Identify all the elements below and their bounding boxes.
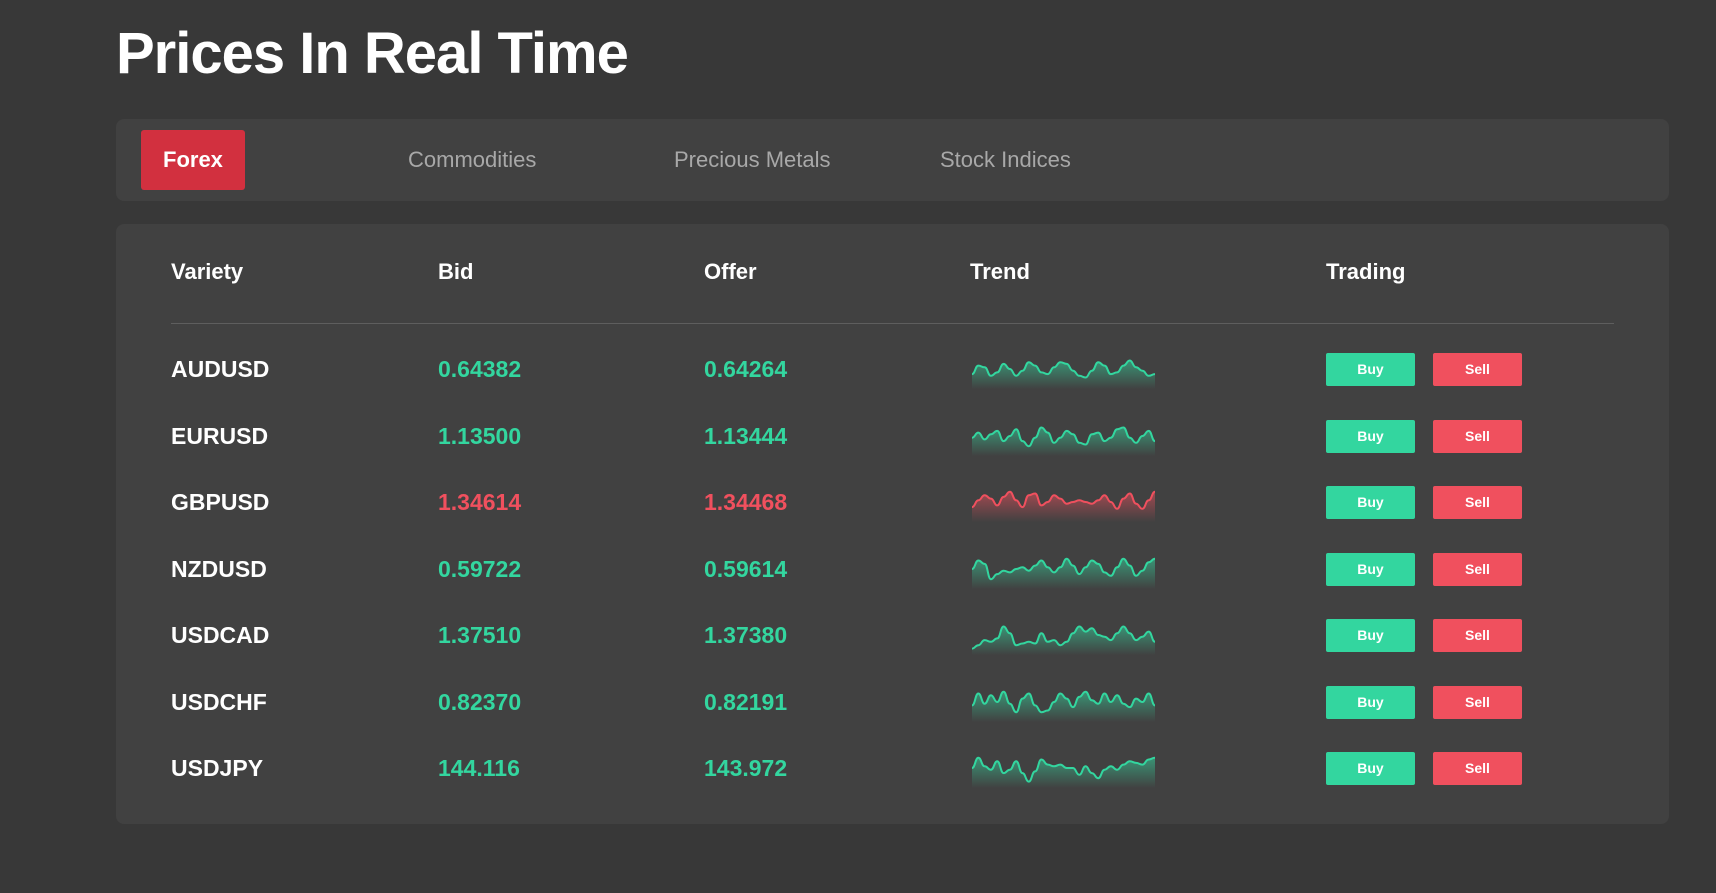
variety-cell: USDCAD [171, 622, 270, 648]
trend-line [971, 490, 1156, 510]
sell-button[interactable]: Sell [1433, 419, 1522, 453]
header-offer: Offer [704, 259, 757, 284]
sell-button[interactable]: Sell [1433, 486, 1522, 519]
table-row: GBPUSD 1.34614 1.34468 Buy Sell [116, 472, 1669, 532]
table-row: USDCHF 0.82370 0.82191 Buy Sell [116, 672, 1669, 732]
offer-cell: 1.34468 [704, 489, 788, 515]
table-row: USDJPY 144.116 143.972 Buy Sell [116, 738, 1669, 798]
trend-area [972, 427, 1155, 456]
bid-cell: 1.34614 [438, 489, 522, 515]
offer-cell: 0.82191 [704, 688, 788, 715]
page-title: Prices In Real Time [116, 21, 629, 86]
tab-stock-indices[interactable]: Stock Indices [940, 147, 1071, 172]
buy-button[interactable]: Buy [1326, 752, 1415, 785]
trend-sparkline [971, 690, 1156, 722]
offer-cell: 1.37380 [704, 622, 788, 648]
tab-precious-metals[interactable]: Precious Metals [674, 147, 831, 172]
trend-sparkline [971, 625, 1156, 655]
table-row: USDCAD 1.37510 1.37380 Buy Sell [116, 605, 1669, 665]
trend-line [971, 625, 1156, 650]
trend-area [972, 626, 1155, 655]
bid-cell: 0.59722 [438, 555, 522, 582]
variety-cell: EURUSD [171, 422, 269, 449]
buy-button[interactable]: Buy [1326, 685, 1415, 719]
trend-area [972, 360, 1155, 389]
variety-cell: NZDUSD [171, 555, 267, 582]
trend-sparkline [971, 557, 1156, 589]
variety-cell: USDJPY [171, 755, 264, 781]
buy-button[interactable]: Buy [1326, 619, 1415, 652]
trend-area [972, 558, 1155, 589]
trend-sparkline [971, 756, 1156, 788]
trend-line [971, 756, 1156, 783]
sell-button[interactable]: Sell [1433, 619, 1522, 652]
buy-button[interactable]: Buy [1326, 353, 1415, 386]
bid-cell: 1.37510 [438, 622, 522, 648]
category-tabs: Forex Commodities Precious Metals Stock … [116, 119, 1669, 201]
header-variety: Variety [171, 259, 244, 284]
buy-button[interactable]: Buy [1326, 486, 1415, 519]
variety-cell: AUDUSD [171, 356, 270, 382]
bid-cell: 144.116 [438, 755, 520, 781]
offer-cell: 1.13444 [704, 422, 788, 449]
offer-cell: 143.972 [704, 755, 788, 781]
trend-area [972, 757, 1155, 788]
bid-cell: 0.82370 [438, 688, 522, 715]
sell-button[interactable]: Sell [1433, 552, 1522, 586]
sell-button[interactable]: Sell [1433, 353, 1522, 386]
offer-cell: 0.64264 [704, 356, 788, 382]
trend-line [971, 557, 1156, 580]
buy-button[interactable]: Buy [1326, 552, 1415, 586]
trend-area [972, 691, 1155, 722]
trend-sparkline [971, 359, 1156, 389]
trend-line [971, 359, 1156, 379]
trend-area [972, 491, 1155, 522]
header-bid: Bid [438, 259, 474, 284]
header-trend: Trend [970, 259, 1030, 284]
table-row: EURUSD 1.13500 1.13444 Buy Sell [116, 406, 1669, 466]
header-divider [171, 323, 1614, 324]
bid-cell: 0.64382 [438, 356, 522, 382]
trend-sparkline [971, 425, 1156, 456]
sell-button[interactable]: Sell [1433, 685, 1522, 719]
tab-forex[interactable]: Forex [141, 130, 245, 190]
trend-sparkline [971, 490, 1156, 522]
table-row: AUDUSD 0.64382 0.64264 Buy Sell [116, 339, 1669, 399]
header-trading: Trading [1326, 259, 1406, 284]
variety-cell: USDCHF [171, 688, 267, 715]
trend-line [971, 425, 1156, 447]
trend-line [971, 690, 1156, 713]
sell-button[interactable]: Sell [1433, 752, 1522, 785]
table-row: NZDUSD 0.59722 0.59614 Buy Sell [116, 539, 1669, 599]
variety-cell: GBPUSD [171, 489, 270, 515]
bid-cell: 1.13500 [438, 422, 522, 449]
offer-cell: 0.59614 [704, 555, 788, 582]
buy-button[interactable]: Buy [1326, 419, 1415, 453]
prices-table: Variety Bid Offer Trend Trading AUDUSD 0.… [116, 224, 1669, 824]
tab-commodities[interactable]: Commodities [408, 147, 537, 172]
